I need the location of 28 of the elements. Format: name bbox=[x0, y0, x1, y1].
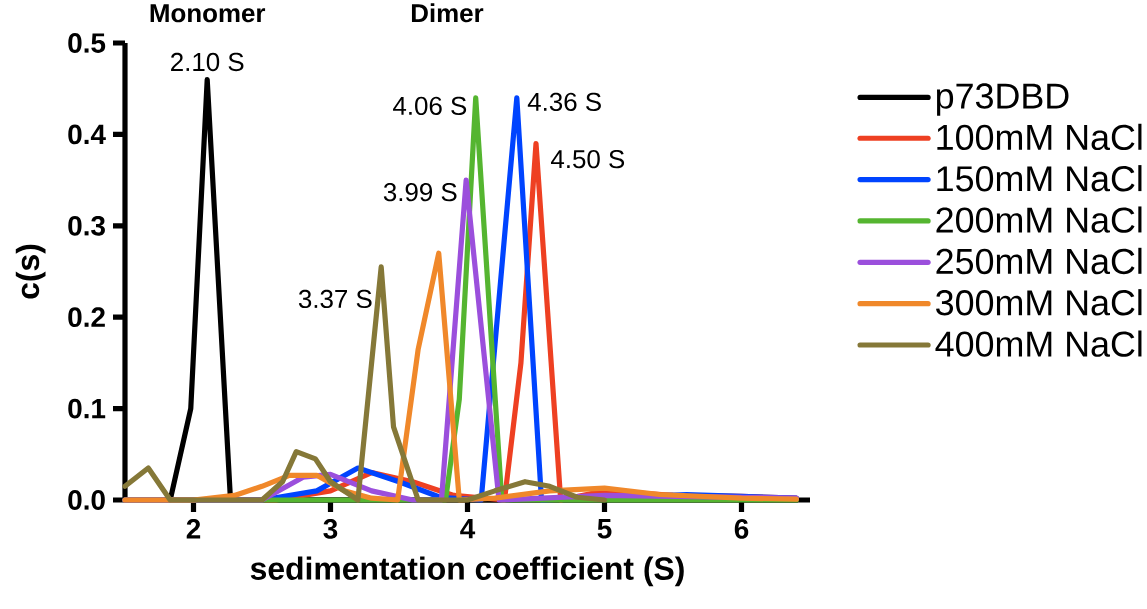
legend-label: 100mM NaCl bbox=[937, 123, 1142, 151]
x-tick-label: 4 bbox=[460, 519, 476, 539]
y-tick-label: 0.5 bbox=[68, 33, 106, 53]
x-axis-title: sedimentation coefficient (S) bbox=[250, 556, 684, 587]
x-tick-label: 5 bbox=[597, 519, 612, 539]
x-tick-label: 2 bbox=[186, 519, 201, 539]
legend-label: p73DBD bbox=[936, 83, 1069, 116]
text: Dimer bbox=[411, 3, 484, 23]
x-tick-label: 3 bbox=[323, 519, 338, 539]
y-tick-label: 0.3 bbox=[68, 215, 105, 236]
annotation: 4.06 S bbox=[393, 96, 467, 116]
y-tick-label: 0.4 bbox=[68, 124, 106, 145]
legend-label: 300mM NaCl bbox=[936, 289, 1142, 316]
y-tick-label: 0.2 bbox=[68, 307, 105, 328]
annotation: 2.10 S bbox=[171, 52, 244, 72]
legend-label: 200mM NaCl bbox=[936, 206, 1142, 233]
legend-label: 400mM NaCl bbox=[935, 330, 1142, 357]
annotation: 3.99 S bbox=[383, 182, 457, 202]
annotation: 4.36 S bbox=[527, 92, 601, 112]
y-tick-label: 0.0 bbox=[68, 490, 105, 510]
x-tick-label: 6 bbox=[734, 519, 749, 539]
legend-label: 250mM NaCl bbox=[936, 247, 1142, 275]
y-axis-title: c(s) bbox=[15, 244, 46, 299]
y-tick-label: 0.1 bbox=[68, 398, 106, 419]
legend-label: 150mM NaCl bbox=[937, 165, 1142, 192]
annotation: 4.50 S bbox=[550, 149, 625, 169]
text: Monomer bbox=[150, 4, 266, 23]
annotation: 3.37 S bbox=[298, 289, 372, 309]
